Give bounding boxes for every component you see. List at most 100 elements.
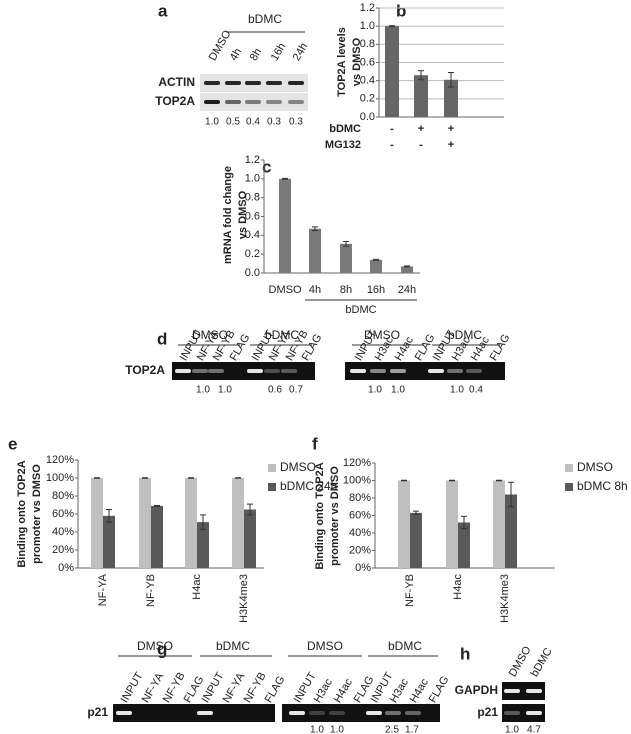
y-tick-label: 40% <box>349 527 371 539</box>
band <box>289 711 305 715</box>
band <box>204 81 220 85</box>
quantification: 1.0 <box>330 725 344 734</box>
group-label: bDMC <box>345 304 376 316</box>
quantification: 2.5 <box>385 725 399 734</box>
x-tick-label: 24h <box>398 284 416 296</box>
row-label: TOP2A <box>125 363 165 377</box>
condition-mark: + <box>448 139 454 151</box>
bar <box>91 478 103 568</box>
legend-swatch <box>268 464 276 472</box>
quantification: 0.7 <box>289 385 303 396</box>
y-tick-label: 0.2 <box>245 248 260 260</box>
band <box>329 711 345 715</box>
band <box>245 81 261 85</box>
y-tick-label: 0.4 <box>245 229 260 241</box>
band <box>197 711 213 715</box>
y-axis-label: vs DMSO <box>351 37 363 86</box>
panel-label: c <box>262 157 271 176</box>
bar <box>103 515 115 568</box>
panel-label: h <box>460 644 470 663</box>
y-axis-label: vs DMSO <box>237 190 249 239</box>
bar <box>197 522 209 568</box>
band <box>526 711 542 715</box>
band <box>225 81 241 85</box>
panel-label: d <box>157 329 167 348</box>
band <box>116 711 132 715</box>
band <box>264 369 280 373</box>
band <box>175 369 191 373</box>
y-tick-label: 120% <box>46 454 74 466</box>
bar <box>446 480 458 568</box>
band <box>208 369 224 373</box>
y-tick-label: 0.6 <box>360 56 375 68</box>
condition-name: bDMC <box>329 123 361 135</box>
x-tick-label: H3K4me3 <box>499 574 511 623</box>
lane-label: FLAG <box>488 332 513 363</box>
gel <box>502 682 545 700</box>
y-tick-label: 0.8 <box>245 192 260 204</box>
bar <box>385 26 399 118</box>
lane-label: H4ac <box>408 676 431 705</box>
band <box>266 81 282 85</box>
condition-name: MG132 <box>325 139 361 151</box>
bar <box>444 79 458 117</box>
y-axis-label: promoter vs DMSO <box>31 464 43 564</box>
lane-label: FLAG <box>427 674 452 705</box>
y-tick-label: 0.6 <box>245 210 260 222</box>
x-tick-label: NF-YB <box>404 574 416 607</box>
gel <box>282 704 440 722</box>
x-tick-label: NF-YB <box>145 574 157 607</box>
band <box>385 711 401 715</box>
lane-label: 24h <box>291 41 311 63</box>
group-label: DMSO <box>307 639 343 653</box>
y-tick-label: 120% <box>343 457 371 469</box>
y-tick-label: 0.0 <box>360 111 375 123</box>
bar <box>151 505 163 568</box>
panel-label: e <box>8 434 17 453</box>
y-tick-label: 0% <box>355 562 371 574</box>
y-axis-label: TOP2A levels <box>336 27 348 97</box>
y-axis-label: mRNA fold change <box>222 166 234 264</box>
y-tick-label: 1.0 <box>245 173 260 185</box>
quantification: 1.0 <box>205 117 219 128</box>
band <box>288 81 304 85</box>
bar <box>493 480 505 568</box>
y-tick-label: 0% <box>58 562 74 574</box>
bar <box>232 478 244 568</box>
y-tick-label: 1.2 <box>245 154 260 166</box>
legend-label: bDMC 24h <box>280 479 337 493</box>
band <box>288 100 304 104</box>
band <box>350 369 366 373</box>
y-axis-label: Binding onto TOP2A <box>314 462 326 569</box>
row-label: ACTIN <box>158 75 195 89</box>
band <box>245 100 261 104</box>
condition-mark: + <box>418 123 424 135</box>
x-tick-label: H4ac <box>191 574 203 600</box>
y-axis-label: promoter vs DMSO <box>329 466 341 566</box>
quantification: 1.0 <box>505 725 519 734</box>
bar <box>139 478 151 568</box>
panel-label: f <box>312 434 318 453</box>
quantification: 0.3 <box>267 117 281 128</box>
quantification: 1.0 <box>196 385 210 396</box>
band <box>504 711 520 715</box>
quantification: 1.0 <box>310 725 324 734</box>
y-tick-label: 1.2 <box>360 2 375 14</box>
panel-label: g <box>157 639 167 658</box>
band <box>428 369 444 373</box>
y-tick-label: 20% <box>349 544 371 556</box>
panel-label: a <box>158 1 168 20</box>
band <box>390 369 406 373</box>
x-tick-label: 4h <box>309 284 321 296</box>
condition-mark: + <box>448 123 454 135</box>
quantification: 1.0 <box>368 385 382 396</box>
band <box>266 100 282 104</box>
condition-mark: - <box>390 139 394 151</box>
group-label: bDMC <box>216 639 250 653</box>
legend-swatch <box>565 483 573 491</box>
bar <box>505 494 517 568</box>
group-label: bDMC <box>388 639 422 653</box>
gel <box>113 704 275 722</box>
bar <box>185 478 197 568</box>
